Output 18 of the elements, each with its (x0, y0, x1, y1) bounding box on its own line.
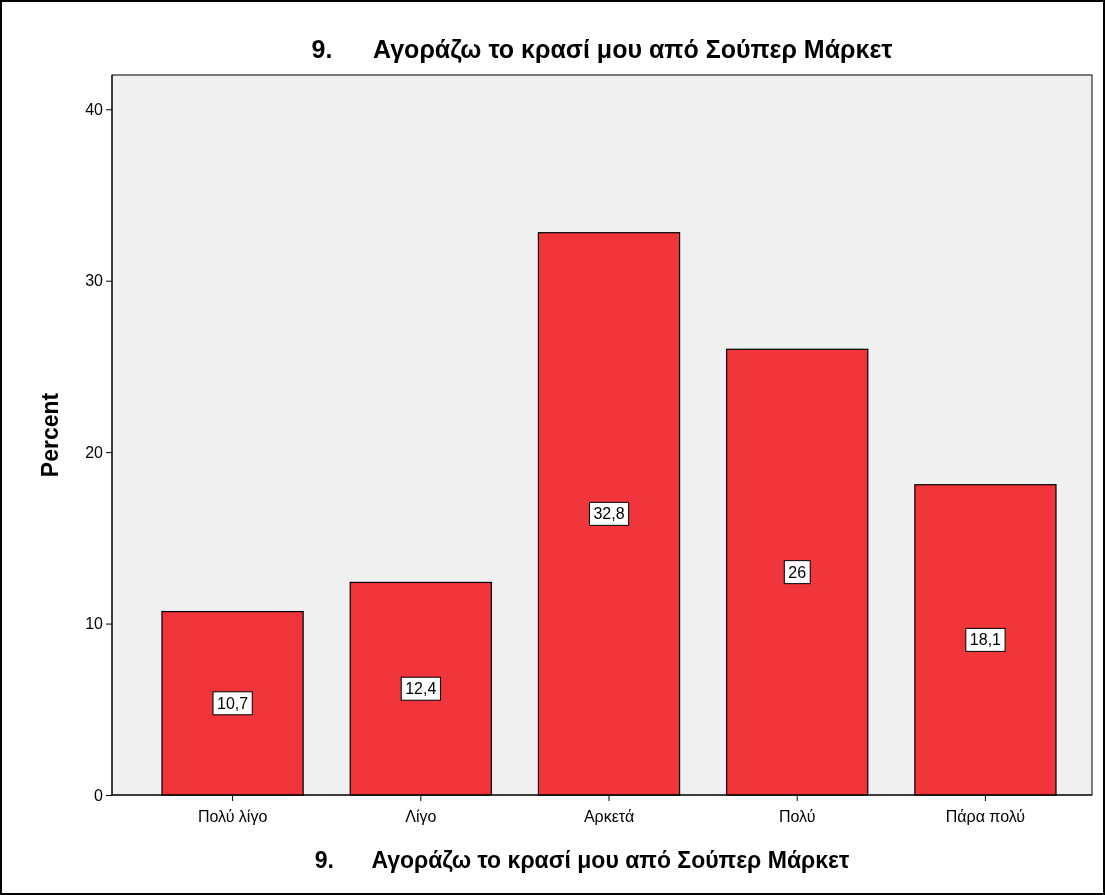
x-tick-label: Πολύ λίγο (197, 807, 268, 825)
chart-title: 9. Αγοράζω το κρασί μου από Σούπερ Μάρκετ (311, 35, 893, 63)
x-tick-label: Αρκετά (583, 807, 635, 825)
y-tick-label: 10 (85, 615, 104, 633)
y-tick-label: 30 (85, 272, 104, 290)
x-tick-label: Πολύ (778, 807, 816, 825)
data-label: 12,4 (405, 680, 437, 698)
x-tick-label: Πάρα πολύ (945, 807, 1026, 825)
data-label: 32,8 (593, 505, 625, 523)
data-label: 18,1 (969, 631, 1002, 649)
data-label: 26 (788, 563, 807, 581)
x-axis-title: 9. Αγοράζω το κρασί μου από Σούπερ Μάρκετ (314, 847, 850, 873)
y-tick-label: 40 (85, 100, 104, 118)
x-tick-label: Λίγο (405, 807, 437, 825)
y-tick-label: 20 (85, 443, 104, 461)
data-label: 10,7 (217, 694, 249, 712)
y-tick-label: 0 (94, 786, 104, 804)
y-axis-title: Percent (37, 392, 63, 478)
